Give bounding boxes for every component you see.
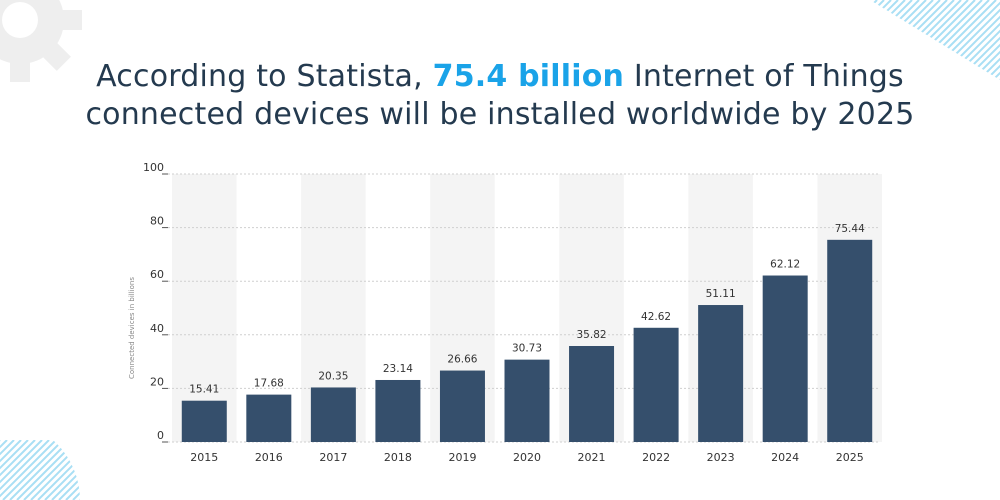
x-tick-label: 2021 [578, 451, 606, 464]
headline-line-1: According to Statista, 75.4 billion Inte… [0, 58, 1000, 96]
bar [246, 394, 292, 442]
bar [569, 346, 615, 442]
headline: According to Statista, 75.4 billion Inte… [0, 58, 1000, 134]
x-tick-label: 2023 [707, 451, 735, 464]
data-label: 15.41 [189, 384, 219, 396]
stripe-line [0, 440, 15, 500]
stripe-line [0, 440, 57, 500]
data-label: 51.11 [706, 288, 736, 300]
bar [698, 305, 744, 442]
x-tick-label: 2019 [448, 451, 476, 464]
stripe-line [985, 0, 1000, 80]
gear-icon [0, 0, 82, 82]
y-tick-label: 60 [150, 268, 164, 281]
data-label: 20.35 [318, 370, 348, 382]
data-label: 62.12 [770, 259, 800, 271]
x-tick-label: 2017 [319, 451, 347, 464]
stripe-line [0, 440, 29, 500]
data-label: 30.73 [512, 343, 542, 355]
x-tick-label: 2018 [384, 451, 412, 464]
bars [181, 239, 873, 442]
stripe-line [65, 440, 80, 500]
y-tick-label: 40 [150, 322, 164, 335]
y-axis-ticks: 0 20 40 60 80 100 [143, 161, 168, 443]
data-label: 23.14 [383, 363, 413, 375]
stripe-line [58, 440, 80, 500]
stripe-line [37, 440, 80, 500]
data-label: 42.62 [641, 311, 671, 323]
stripes-top-right [870, 0, 1000, 80]
data-label: 17.68 [254, 378, 284, 390]
stripe-line [0, 440, 43, 500]
data-labels: 15.41 17.68 20.35 23.14 26.66 30.73 35.82 42.62… [189, 223, 865, 396]
bar [181, 400, 227, 442]
bar [762, 275, 808, 442]
stripe-line [9, 440, 71, 500]
bar [439, 370, 485, 442]
data-label: 26.66 [447, 354, 477, 366]
x-tick-label: 2022 [642, 451, 670, 464]
x-tick-label: 2025 [836, 451, 864, 464]
stripe-line [971, 0, 1000, 80]
data-label: 35.82 [577, 329, 607, 341]
y-axis-title: Connected devices in billions [128, 277, 136, 379]
headline-line-2: connected devices will be installed worl… [85, 97, 915, 132]
y-tick-label: 0 [157, 429, 164, 442]
bar [827, 239, 873, 442]
headline-highlight: 75.4 billion [432, 59, 625, 94]
y-tick-label: 100 [143, 161, 164, 174]
column-band [172, 174, 237, 442]
x-tick-label: 2024 [771, 451, 799, 464]
stripe-line [2, 440, 64, 500]
x-tick-label: 2016 [255, 451, 283, 464]
data-label: 75.44 [835, 223, 865, 235]
stripe-line [0, 440, 36, 500]
x-axis-ticks: 2015 2016 2017 2018 2019 2020 2021 2022 2023 2024… [190, 451, 863, 464]
headline-prefix: According to Statista, [96, 59, 433, 94]
bar [504, 359, 550, 442]
bar [310, 387, 356, 442]
stripe-line [30, 440, 80, 500]
stripe-line [978, 0, 1000, 80]
stripe-line [0, 440, 50, 500]
stripe-line [51, 440, 80, 500]
bar [375, 379, 421, 442]
stripe-line [870, 0, 906, 80]
x-tick-label: 2020 [513, 451, 541, 464]
headline-suffix: Internet of Things [624, 59, 904, 94]
stripes-bottom-left [0, 440, 80, 500]
x-tick-label: 2015 [190, 451, 218, 464]
gear-hole [2, 2, 38, 38]
y-tick-label: 80 [150, 215, 164, 228]
y-tick-label: 20 [150, 375, 164, 388]
stripe-line [0, 440, 22, 500]
bar [633, 327, 679, 442]
